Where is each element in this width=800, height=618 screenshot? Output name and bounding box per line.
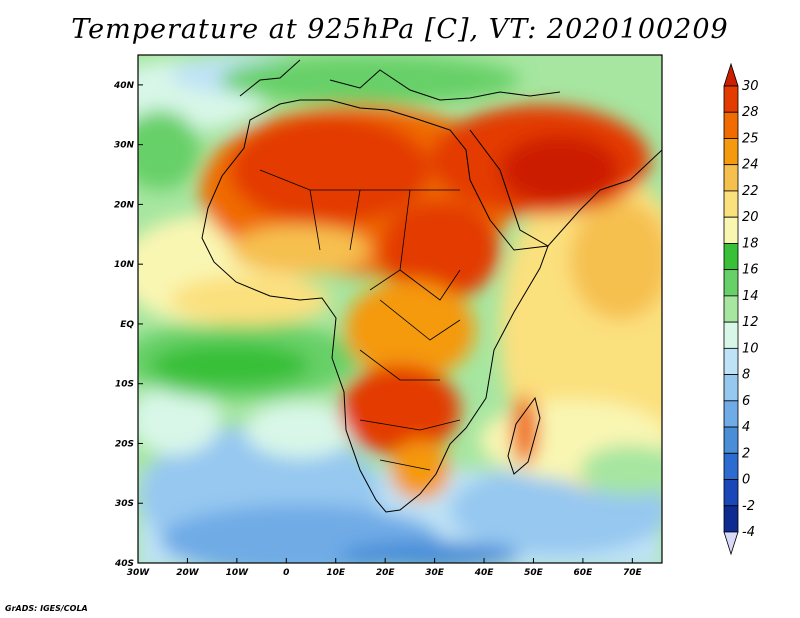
y-tick-label: 20N [114, 200, 135, 210]
y-tick-label: 10S [115, 380, 134, 390]
x-tick-label: 20W [176, 568, 200, 578]
colorbar-min-triangle [723, 531, 739, 556]
y-tick-label: 10N [114, 260, 135, 270]
colorbar-label: 22 [742, 184, 759, 199]
colorbar-label: 2 [742, 446, 750, 461]
y-axis-ticks: 40N 30N 20N 10N EQ 10S 20S 30S 40S [113, 81, 143, 569]
colorbar-swatch [723, 452, 739, 480]
colorbar-swatch [723, 321, 739, 349]
y-tick-label: 40N [113, 81, 135, 91]
y-tick-label: 30S [115, 499, 134, 509]
x-tick-label: 20E [376, 568, 396, 578]
x-tick-label: 10E [326, 568, 346, 578]
colorbar-swatch [723, 138, 739, 166]
x-tick-label: 10W [226, 568, 250, 578]
y-tick-label: 30N [114, 141, 135, 151]
grads-credit: GrADS: IGES/COLA [5, 604, 88, 613]
x-tick-label: 30W [127, 568, 151, 578]
arabia-coastline [469, 129, 662, 247]
colorbar-label: -4 [742, 525, 755, 540]
colorbar-label: 30 [742, 79, 759, 94]
colorbar-label: 10 [742, 341, 759, 356]
colorbar-swatch [723, 374, 739, 402]
x-axis-ticks: 30W 20W 10W 0 10E 20E 30E 40E 50E 60E 70E [127, 558, 643, 578]
colorbar-swatch [723, 295, 739, 323]
colorbar-label: -2 [742, 499, 755, 514]
madagascar-coastline [507, 396, 541, 475]
colorbar-label: 20 [742, 210, 759, 225]
colorbar-swatch [723, 505, 739, 533]
colorbar-label: 14 [742, 289, 759, 304]
colorbar-swatch [723, 216, 739, 244]
map-frame [137, 54, 663, 564]
colorbar-label: 16 [742, 263, 759, 278]
colorbar-swatch [723, 426, 739, 454]
country-borders [259, 169, 461, 471]
colorbar-label: 18 [742, 236, 759, 251]
y-tick-label: 40S [114, 559, 134, 569]
africa-coastline [201, 99, 549, 513]
colorbar-max-triangle [723, 62, 739, 87]
europe-coastline [239, 59, 561, 101]
x-tick-label: 70E [623, 568, 643, 578]
colorbar-swatch [723, 479, 739, 507]
temperature-field [138, 55, 662, 563]
coastlines [201, 59, 662, 513]
colorbar-label: 28 [742, 105, 759, 120]
colorbar-label: 4 [742, 420, 750, 435]
colorbar-label: 8 [742, 368, 750, 383]
colorbar-swatch [723, 164, 739, 192]
x-tick-label: 0 [283, 568, 289, 578]
colorbar-swatch [723, 190, 739, 218]
x-tick-label: 30E [425, 568, 445, 578]
colorbar-swatch [723, 400, 739, 428]
y-tick-label: EQ [120, 320, 134, 330]
colorbar-swatch [723, 347, 739, 375]
x-tick-label: 60E [574, 568, 594, 578]
map-title: Temperature at 925hPa [C], VT: 202010020… [71, 14, 729, 45]
x-tick-label: 50E [524, 568, 544, 578]
colorbar-swatch [723, 85, 739, 113]
colorbar-label: 0 [742, 473, 750, 488]
y-tick-label: 20S [115, 439, 134, 449]
colorbar-swatch [723, 243, 739, 271]
colorbar-swatch [723, 111, 739, 139]
colorbar-label: 25 [742, 131, 759, 146]
colorbar-label: 6 [742, 394, 750, 409]
colorbar-label: 12 [742, 315, 759, 330]
colorbar-label: 24 [742, 158, 759, 173]
x-tick-label: 40E [474, 568, 495, 578]
colorbar-swatch [723, 269, 739, 297]
